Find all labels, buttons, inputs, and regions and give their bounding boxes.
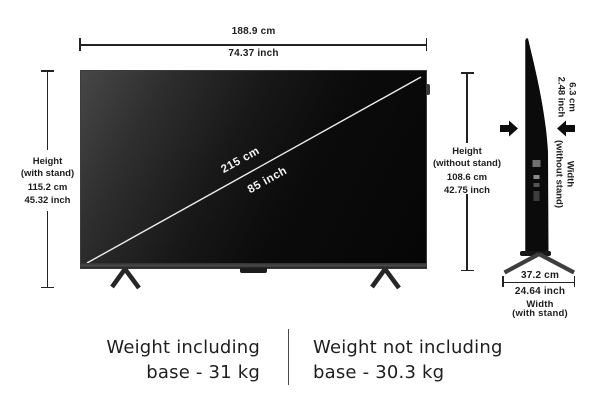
height-no-stand-top-cap — [460, 72, 474, 74]
width-no-stand-subtitle: (without stand) — [554, 139, 565, 209]
tv-front-stand-legs — [110, 267, 401, 290]
tv-side-profile — [525, 38, 549, 254]
side-port-detail-1 — [533, 175, 540, 179]
stand-width-right-tick — [573, 276, 576, 287]
height-with-stand-line-lower — [46, 211, 49, 287]
height-with-stand-bottom-cap — [41, 287, 54, 289]
weight-without-base-line1: Weight not including — [313, 337, 503, 358]
tv-power-button — [426, 84, 430, 95]
height-no-stand-inch: 42.75 inch — [444, 185, 490, 196]
front-width-right-tick — [425, 38, 428, 51]
height-with-stand-label-block: Height (with stand) 115.2 cm 45.32 inch — [5, 156, 90, 207]
diagonal-cm-label: 215 cm — [219, 145, 262, 176]
width-no-stand-title: Width — [564, 160, 576, 188]
right-leg-a — [370, 267, 387, 289]
weight-with-base-line2: base - 31 kg — [146, 361, 260, 383]
depth-arrow-left-icon — [557, 120, 575, 137]
weight-with-base-text: Weight including base - 31 kg — [20, 336, 260, 385]
side-stand-leg-right — [538, 252, 575, 275]
tv-logo-module — [240, 268, 267, 273]
side-label-detail — [532, 160, 541, 167]
height-with-stand-subtitle: (with stand) — [20, 167, 75, 179]
side-port-detail-3 — [533, 191, 540, 201]
depth-cm-label: 6.3 cm — [566, 82, 578, 112]
height-no-stand-label-block: Height (without stand) 108.6 cm 42.75 in… — [417, 146, 517, 197]
height-no-stand-title: Height — [452, 146, 482, 157]
height-with-stand-line-upper — [46, 71, 49, 150]
stand-width-subtitle: (with stand) — [512, 308, 568, 319]
height-no-stand-line-upper — [466, 73, 468, 143]
side-stand-leg-left — [503, 252, 540, 275]
depth-label-block: 6.3 cm 2.48 inch — [556, 76, 578, 118]
height-no-stand-line-lower — [466, 194, 468, 270]
right-leg-b — [383, 267, 401, 290]
height-with-stand-top-cap — [41, 70, 54, 72]
stand-width-dimension-line — [503, 281, 575, 283]
height-with-stand-inch: 45.32 inch — [24, 195, 71, 206]
diagonal-dimension-line — [86, 76, 422, 264]
weight-divider — [287, 329, 290, 385]
depth-inch-label: 2.48 inch — [556, 76, 567, 118]
side-port-detail-2 — [533, 183, 540, 187]
stand-width-inch-label: 24.64 inch — [514, 285, 566, 297]
height-with-stand-title: Height — [32, 156, 63, 167]
stand-width-cm-label: 37.2 cm — [520, 270, 560, 281]
diagonal-inch-label: 85 inch — [246, 165, 290, 196]
tv-side-view — [500, 38, 575, 275]
weight-without-base-text: Weight not including base - 30.3 kg — [313, 336, 543, 385]
height-with-stand-cm: 115.2 cm — [27, 182, 68, 193]
height-no-stand-bottom-cap — [460, 270, 474, 272]
front-width-cm-label: 188.9 cm — [231, 26, 276, 37]
weight-with-base-line1: Weight including — [106, 337, 260, 358]
tv-diagonal-overlay: 215 cm 85 inch — [86, 76, 422, 264]
stand-width-title: Width — [526, 298, 554, 310]
stand-width-left-tick — [502, 276, 504, 287]
left-leg-a — [110, 267, 127, 289]
front-width-dimension-line — [80, 44, 427, 46]
width-no-stand-label-block: Width (without stand) — [554, 139, 576, 209]
height-no-stand-cm: 108.6 cm — [446, 172, 488, 183]
tv-front-view: 215 cm 85 inch — [80, 70, 427, 269]
front-width-left-tick — [79, 38, 81, 51]
front-width-inch-label: 74.37 inch — [228, 47, 279, 59]
left-leg-b — [123, 267, 141, 290]
depth-arrow-right-icon — [500, 120, 518, 137]
weight-without-base-line2: base - 30.3 kg — [313, 361, 445, 383]
height-no-stand-subtitle: (without stand) — [432, 157, 502, 169]
tv-bottom-bezel — [81, 263, 426, 268]
